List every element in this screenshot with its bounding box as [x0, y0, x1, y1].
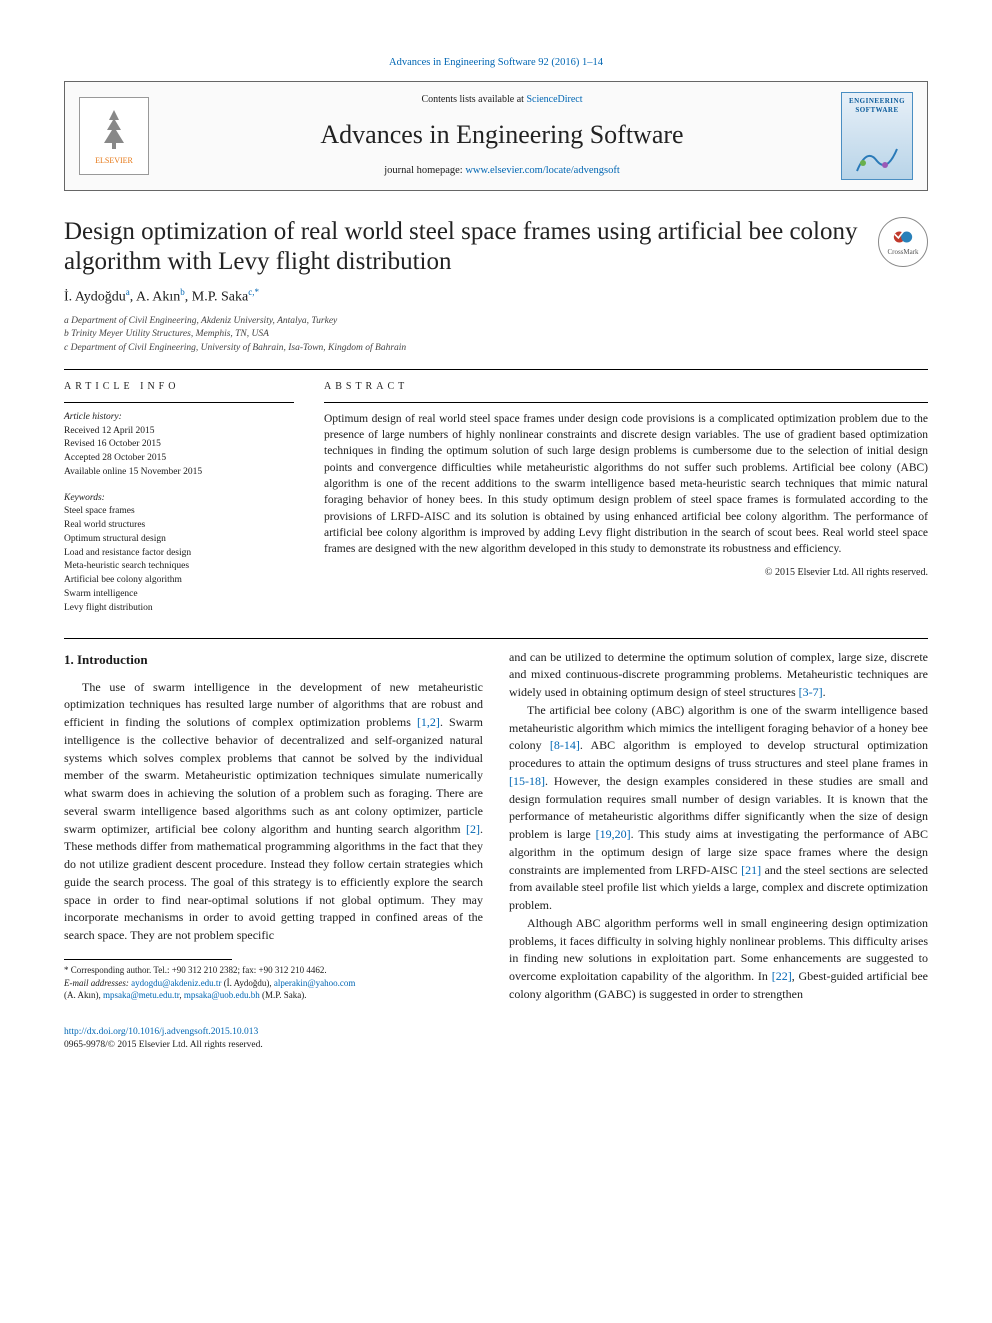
paper-title: Design optimization of real world steel … — [64, 217, 864, 278]
keyword-4: Meta-heuristic search techniques — [64, 560, 294, 574]
issn-copyright: 0965-9978/© 2015 Elsevier Ltd. All right… — [64, 1040, 263, 1050]
abstract-copyright: © 2015 Elsevier Ltd. All rights reserved… — [324, 566, 928, 580]
keyword-6: Swarm intelligence — [64, 588, 294, 602]
crossmark-badge[interactable]: CrossMark — [878, 217, 928, 267]
p1-b: . Swarm intelligence is the collective b… — [64, 715, 483, 836]
intro-heading: 1. Introduction — [64, 651, 483, 669]
email-2-who: (A. Akın), — [64, 990, 103, 1000]
ref-21[interactable]: [21] — [741, 863, 761, 877]
divider-bottom — [64, 638, 928, 639]
contents-prefix: Contents lists available at — [421, 94, 526, 105]
elsevier-label: ELSEVIER — [95, 155, 133, 166]
author-2-aff: b — [180, 287, 185, 297]
cover-title-1: ENGINEERING — [849, 97, 905, 107]
keywords-block: Keywords: Steel space frames Real world … — [64, 492, 294, 616]
journal-cover-thumbnail: ENGINEERING SOFTWARE — [841, 92, 913, 180]
cover-title-2: SOFTWARE — [855, 106, 898, 116]
ref-3-7[interactable]: [3-7] — [799, 685, 823, 699]
intro-paragraph-3: The artificial bee colony (ABC) algorith… — [509, 702, 928, 915]
elsevier-logo: ELSEVIER — [79, 97, 149, 175]
author-2: A. Akın — [136, 289, 180, 304]
elsevier-tree-icon — [89, 105, 139, 155]
journal-homepage-link[interactable]: www.elsevier.com/locate/advengsoft — [465, 165, 619, 176]
p2-b: . — [823, 685, 826, 699]
ref-8-14[interactable]: [8-14] — [550, 738, 580, 752]
author-1: İ. Aydoğdu — [64, 289, 126, 304]
p2-a: and can be utilized to determine the opt… — [509, 650, 928, 700]
info-divider — [64, 402, 294, 403]
keyword-5: Artificial bee colony algorithm — [64, 574, 294, 588]
corresponding-author-footnote: * Corresponding author. Tel.: +90 312 21… — [64, 964, 483, 1002]
homepage-prefix: journal homepage: — [384, 165, 465, 176]
article-info-label: ARTICLE INFO — [64, 380, 294, 394]
intro-paragraph-2: and can be utilized to determine the opt… — [509, 649, 928, 702]
affiliation-a: a Department of Civil Engineering, Akden… — [64, 315, 928, 328]
p1-c: . These methods differ from mathematical… — [64, 822, 483, 943]
doi-link[interactable]: http://dx.doi.org/10.1016/j.advengsoft.2… — [64, 1027, 258, 1037]
page-footer: http://dx.doi.org/10.1016/j.advengsoft.2… — [64, 1026, 928, 1053]
corr-line: * Corresponding author. Tel.: +90 312 21… — [64, 964, 483, 977]
history-received: Received 12 April 2015 — [64, 425, 294, 439]
history-online: Available online 15 November 2015 — [64, 466, 294, 480]
author-list: İ. Aydoğdua, A. Akınb, M.P. Sakac,* — [64, 286, 928, 307]
ref-1-2[interactable]: [1,2] — [417, 715, 440, 729]
abstract-text: Optimum design of real world steel space… — [324, 411, 928, 558]
history-revised: Revised 16 October 2015 — [64, 438, 294, 452]
email-1-who: (İ. Aydoğdu), — [221, 978, 273, 988]
email-4-who: (M.P. Saka). — [260, 990, 307, 1000]
keyword-3: Load and resistance factor design — [64, 547, 294, 561]
contents-line: Contents lists available at ScienceDirec… — [163, 93, 841, 107]
intro-paragraph-1: The use of swarm intelligence in the dev… — [64, 679, 483, 945]
sciencedirect-link[interactable]: ScienceDirect — [526, 94, 582, 105]
ref-19-20[interactable]: [19,20] — [596, 827, 631, 841]
email-2[interactable]: alperakin@yahoo.com — [274, 978, 356, 988]
divider-top — [64, 369, 928, 370]
journal-header: ELSEVIER Contents lists available at Sci… — [64, 81, 928, 191]
affiliation-c: c Department of Civil Engineering, Unive… — [64, 342, 928, 355]
article-history: Article history: Received 12 April 2015 … — [64, 411, 294, 480]
affiliation-b: b Trinity Meyer Utility Structures, Memp… — [64, 328, 928, 341]
history-accepted: Accepted 28 October 2015 — [64, 452, 294, 466]
emails-label: E-mail addresses: — [64, 978, 131, 988]
author-3: M.P. Saka — [192, 289, 248, 304]
intro-paragraph-4: Although ABC algorithm performs well in … — [509, 915, 928, 1004]
running-head: Advances in Engineering Software 92 (201… — [64, 56, 928, 71]
crossmark-label: CrossMark — [887, 248, 918, 258]
email-1[interactable]: aydogdu@akdeniz.edu.tr — [131, 978, 221, 988]
footnote-separator — [64, 959, 232, 960]
keyword-0: Steel space frames — [64, 505, 294, 519]
crossmark-icon — [892, 226, 914, 248]
keyword-2: Optimum structural design — [64, 533, 294, 547]
email-3[interactable]: mpsaka@metu.edu.tr — [103, 990, 179, 1000]
author-3-aff: c,* — [248, 287, 259, 297]
email-4[interactable]: mpsaka@uob.edu.bh — [184, 990, 260, 1000]
keywords-heading: Keywords: — [64, 492, 294, 506]
cover-art-icon — [855, 143, 899, 173]
homepage-line: journal homepage: www.elsevier.com/locat… — [163, 164, 841, 179]
ref-2[interactable]: [2] — [466, 822, 480, 836]
ref-22[interactable]: [22] — [772, 969, 792, 983]
history-heading: Article history: — [64, 411, 294, 425]
abstract-divider — [324, 402, 928, 403]
keyword-7: Levy flight distribution — [64, 602, 294, 616]
journal-name: Advances in Engineering Software — [163, 117, 841, 153]
body-columns: 1. Introduction The use of swarm intelli… — [64, 649, 928, 1004]
abstract-label: ABSTRACT — [324, 380, 928, 394]
ref-15-18[interactable]: [15-18] — [509, 774, 545, 788]
keyword-1: Real world structures — [64, 519, 294, 533]
author-1-aff: a — [126, 287, 130, 297]
